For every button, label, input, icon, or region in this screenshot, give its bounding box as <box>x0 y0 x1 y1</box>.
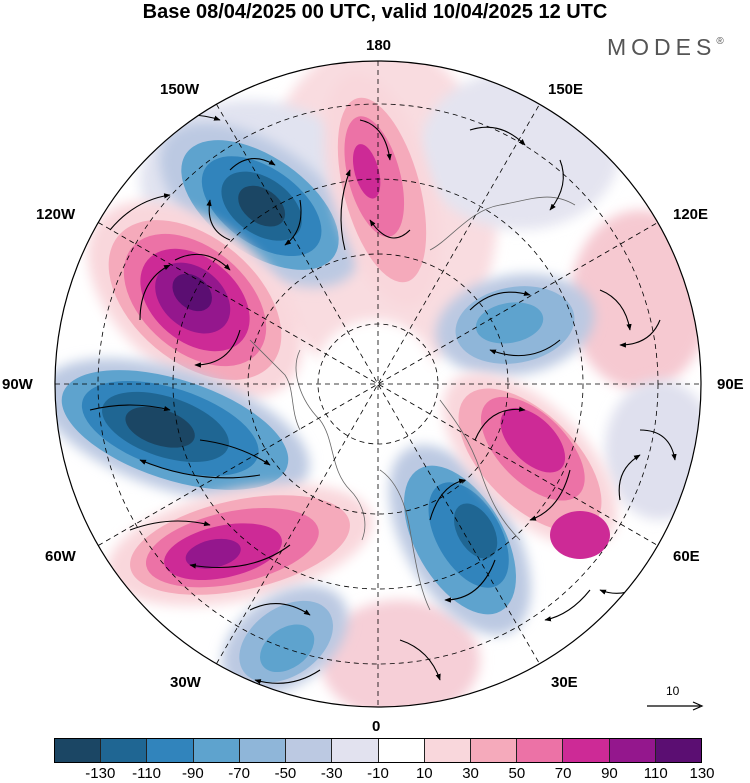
colorbar-segment <box>332 739 379 762</box>
lon-label-120e: 120E <box>673 206 709 223</box>
lon-label-150e: 150E <box>548 81 584 98</box>
low-anomaly-ne <box>435 273 595 377</box>
colorbar-ticks: -130 -110 -90 -70 -50 -30 -10 10 30 50 70 90 110 130 <box>54 765 714 783</box>
page-title: Base 08/04/2025 00 UTC, valid 10/04/2025… <box>142 1 608 23</box>
colorbar-tick-label: 110 <box>643 765 668 782</box>
colorbar-tick-label: 50 <box>508 765 526 782</box>
colorbar-tick-label: 70 <box>554 765 572 782</box>
polar-map <box>54 60 702 708</box>
lon-label-180: 180 <box>366 37 392 54</box>
high-anomaly-n <box>324 73 440 307</box>
low-anomaly-s <box>222 585 348 695</box>
high-anomaly-w <box>87 201 303 399</box>
high-anomaly-60e <box>550 511 610 559</box>
colorbar-segment <box>378 739 425 762</box>
colorbar-segment <box>563 739 610 762</box>
colorbar-tick-label: -110 <box>132 765 162 782</box>
graticule <box>55 61 701 707</box>
colorbar-segment <box>517 739 564 762</box>
brand-name: MODES <box>607 34 717 60</box>
coastlines <box>249 196 576 611</box>
colorbar-tick-label: -130 <box>85 765 116 782</box>
colorbar-segment <box>239 739 287 762</box>
colorbar-tick-label: 90 <box>601 765 618 782</box>
colorbar-segment <box>101 739 148 762</box>
brand-logo: MODES® <box>607 34 724 61</box>
lon-label-30e: 30E <box>551 674 578 691</box>
reference-vector: 10 <box>645 684 705 714</box>
lon-label-30w: 30W <box>170 674 201 691</box>
lon-label-60w: 60W <box>45 548 76 565</box>
colorbar-segment <box>470 739 518 762</box>
colorbar-tick-label: 10 <box>415 765 433 782</box>
anomaly-field <box>55 61 701 707</box>
colorbar-tick-label: -70 <box>228 765 250 782</box>
colorbar-segment <box>424 739 471 762</box>
low-anomaly-se <box>389 445 531 635</box>
colorbar-segment <box>55 739 102 762</box>
colorbar-tick-label: -10 <box>367 765 389 782</box>
colorbar-tick-label: -30 <box>320 765 343 782</box>
colorbar-segment <box>609 739 656 762</box>
high-anomaly-e <box>443 373 617 547</box>
lon-label-120w: 120W <box>36 206 76 223</box>
lon-label-0: 0 <box>372 718 381 735</box>
colorbar-segment <box>655 739 702 762</box>
colorbar-tick-label: 30 <box>462 765 479 782</box>
lon-label-60e: 60E <box>673 548 700 565</box>
reference-vector-label: 10 <box>666 684 680 698</box>
map-boundary <box>54 60 702 708</box>
lon-label-90w: 90W <box>2 376 33 393</box>
colorbar-segment <box>193 739 240 762</box>
colorbar-tick-label: -90 <box>182 765 204 782</box>
lon-label-150w: 150W <box>160 81 200 98</box>
brand-registered-mark: ® <box>716 36 724 47</box>
low-anomaly-nw <box>159 122 361 288</box>
colorbar-tick-label: -50 <box>274 765 297 782</box>
reference-vector-arrow <box>647 701 704 711</box>
colorbar-segment <box>147 739 194 762</box>
colorbar-tick-label: 130 <box>689 765 715 782</box>
colorbar-segment <box>286 739 333 762</box>
lon-label-90e: 90E <box>717 376 744 393</box>
colorbar <box>54 738 702 763</box>
